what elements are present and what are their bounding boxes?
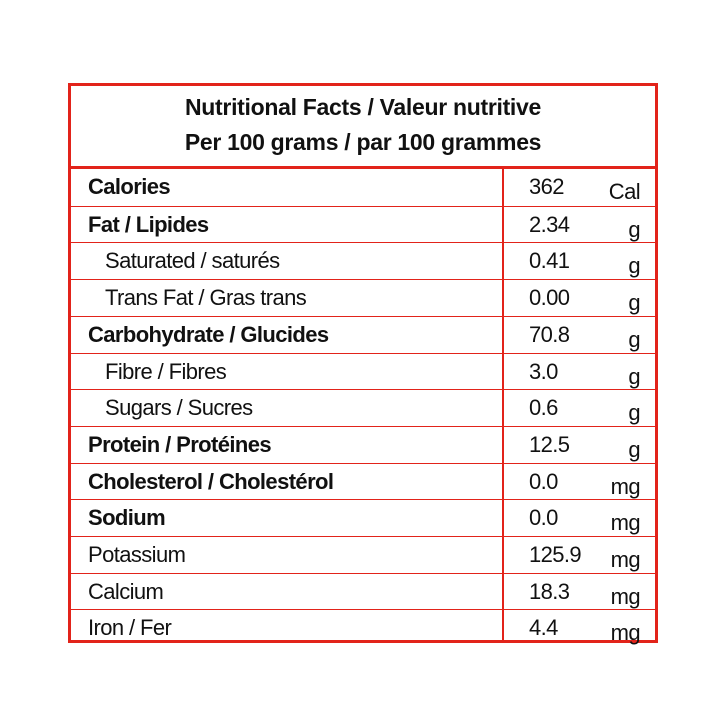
nutrient-value: 4.4 [529,615,558,641]
table-row: Fibre / Fibres 3.0 g [71,352,655,390]
nutrient-value: 12.5 [529,431,570,457]
nutrient-unit: Cal [608,179,641,204]
nutrient-unit: mg [610,547,641,572]
table-row: Saturated / saturés 0.41 g [71,242,655,279]
nutrient-label: Fibre / Fibres [105,358,227,384]
nutrient-unit: g [628,216,640,242]
nutrient-unit: mg [610,583,641,609]
nutrient-value: 0.0 [529,505,558,531]
table-row: Trans Fat / Gras trans 0.00 g [71,279,655,316]
nutrient-label: Iron / Fer [88,615,172,641]
nutrient-label: Cholesterol / Cholestérol [88,468,334,494]
nutrient-label: Trans Fat / Gras trans [105,285,307,311]
table-row: Iron / Fer 4.4 mg [71,609,655,646]
nutrient-label: Protein / Protéines [88,431,272,457]
nutrient-label: Calories [88,174,171,199]
nutrient-value: 362 [529,174,565,199]
nutrient-label: Saturated / saturés [105,248,280,274]
nutrient-unit: g [628,363,640,389]
nutrient-label: Fat / Lipides [88,211,209,237]
table-row: Carbohydrate / Glucides 70.8 g [71,315,655,353]
nutrient-unit: mg [610,620,641,646]
nutrient-value: 18.3 [529,578,570,604]
nutrient-value: 70.8 [529,321,570,347]
nutrient-unit: g [628,253,640,279]
nutrient-unit: g [628,400,640,426]
table-title: Nutritional Facts / Valeur nutritive [185,94,541,120]
table-row: Cholesterol / Cholestérol 0.0 mg [71,462,655,500]
nutrient-value: 0.00 [529,285,570,311]
table-row: Sugars / Sucres 0.6 g [71,389,655,426]
nutrient-value: 125.9 [529,542,582,567]
nutrient-label: Sodium [88,505,166,531]
nutrient-label: Carbohydrate / Glucides [88,321,329,347]
header-rule [71,166,655,169]
column-rule [502,166,504,640]
nutrient-unit: g [628,326,640,352]
table-subtitle: Per 100 grams / par 100 grammes [184,129,542,155]
table-row: Protein / Protéines 12.5 g [71,425,655,463]
nutrient-value: 0.0 [529,468,558,494]
nutrient-value: 3.0 [529,358,558,384]
nutrient-unit: mg [610,473,641,499]
table-row: Fat / Lipides 2.34 g [71,205,655,243]
table-row: Calories 362 Cal [71,169,655,206]
nutrient-value: 0.6 [529,395,558,421]
nutrient-label: Sugars / Sucres [105,395,253,421]
nutrient-unit: g [628,290,640,316]
nutrient-label: Calcium [88,578,164,604]
table-row: Calcium 18.3 mg [71,572,655,610]
table-row: Potassium 125.9 mg [71,536,655,573]
nutrient-value: 2.34 [529,211,570,237]
table-row: Sodium 0.0 mg [71,499,655,536]
nutrient-value: 0.41 [529,248,570,274]
nutrient-unit: g [628,436,640,462]
nutrient-label: Potassium [88,542,186,567]
nutrition-table: Nutritional Facts / Valeur nutritive Per… [68,83,658,646]
nutrient-unit: mg [610,510,641,536]
